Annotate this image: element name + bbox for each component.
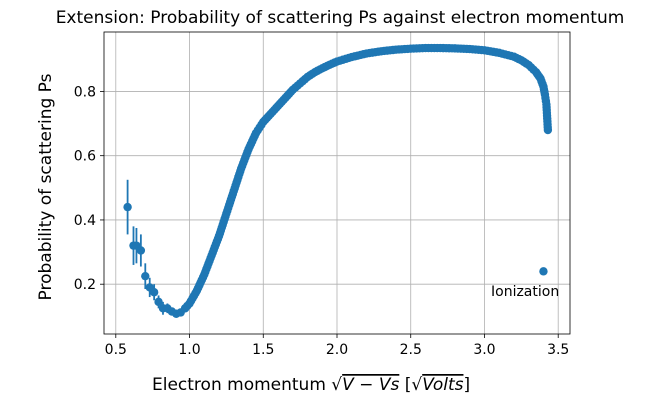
annotation-ionization: Ionization [491, 284, 559, 300]
y-tick-label: 0.2 [74, 277, 96, 293]
chart-title: Extension: Probability of scattering Ps … [56, 8, 625, 28]
data-point-outlier [539, 267, 548, 276]
x-tick-label: 2.0 [326, 342, 348, 358]
y-tick-label: 0.6 [74, 149, 96, 165]
data-point [154, 297, 163, 307]
data-point [149, 288, 159, 297]
x-tick-label: 1.5 [252, 342, 274, 358]
data-point [543, 125, 553, 135]
data-marks [123, 43, 553, 318]
axis-ticks: 0.5 1.0 1.5 2.0 2.5 3.0 3.5 0.2 0.4 0.6 0.8 [74, 84, 570, 358]
data-point [141, 271, 150, 281]
data-point [136, 246, 146, 255]
x-axis-label: Electron momentum √V − Vs [√Volts] [152, 375, 470, 395]
x-tick-label: 2.5 [400, 342, 422, 358]
y-axis-label: Probability of scattering Ps [36, 73, 56, 300]
x-axis-label-text: Electron momentum √V − Vs [√Volts] [152, 375, 470, 395]
grid [104, 32, 570, 334]
y-tick-label: 0.4 [74, 213, 96, 229]
y-tick-label: 0.8 [74, 84, 96, 100]
x-tick-label: 1.0 [178, 342, 200, 358]
x-tick-label: 3.0 [473, 342, 495, 358]
x-tick-label: 0.5 [105, 342, 127, 358]
data-point [123, 202, 132, 212]
x-tick-label: 3.5 [547, 342, 569, 358]
